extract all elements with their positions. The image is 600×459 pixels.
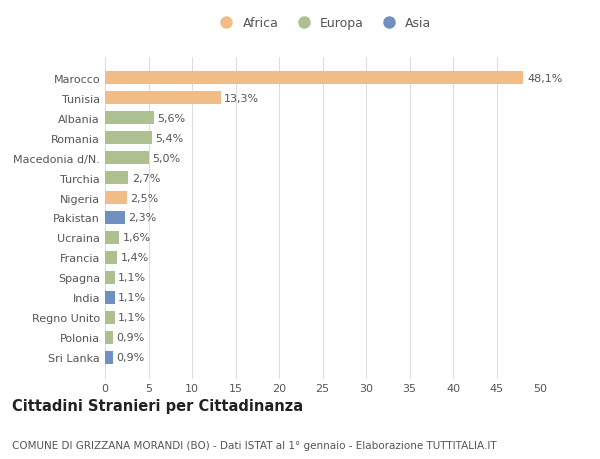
Text: 13,3%: 13,3% (224, 94, 259, 103)
Text: 1,1%: 1,1% (118, 313, 146, 323)
Text: 48,1%: 48,1% (527, 73, 562, 84)
Bar (105, 92, 221, 105)
Bar (105, 311, 115, 324)
Bar (105, 112, 154, 125)
Bar (105, 191, 127, 205)
Bar (105, 271, 115, 284)
Text: 0,9%: 0,9% (116, 353, 145, 363)
Bar (105, 351, 113, 364)
Text: 5,4%: 5,4% (155, 133, 184, 143)
Text: 1,4%: 1,4% (121, 253, 149, 263)
Legend: Africa, Europa, Asia: Africa, Europa, Asia (209, 12, 436, 35)
Bar (105, 291, 115, 304)
Bar (105, 72, 523, 85)
Text: 2,7%: 2,7% (132, 173, 160, 183)
Text: 2,5%: 2,5% (130, 193, 158, 203)
Text: COMUNE DI GRIZZANA MORANDI (BO) - Dati ISTAT al 1° gennaio - Elaborazione TUTTIT: COMUNE DI GRIZZANA MORANDI (BO) - Dati I… (12, 440, 497, 450)
Bar (105, 172, 128, 185)
Bar (105, 252, 117, 264)
Bar (105, 152, 149, 165)
Text: 1,1%: 1,1% (118, 273, 146, 283)
Text: Cittadini Stranieri per Cittadinanza: Cittadini Stranieri per Cittadinanza (12, 398, 303, 413)
Text: 5,0%: 5,0% (152, 153, 180, 163)
Bar (105, 132, 152, 145)
Text: 1,1%: 1,1% (118, 293, 146, 303)
Bar (105, 231, 119, 245)
Text: 5,6%: 5,6% (157, 113, 185, 123)
Bar (105, 331, 113, 344)
Text: 1,6%: 1,6% (122, 233, 151, 243)
Text: 2,3%: 2,3% (128, 213, 157, 223)
Text: 0,9%: 0,9% (116, 333, 145, 342)
Bar (105, 212, 125, 224)
